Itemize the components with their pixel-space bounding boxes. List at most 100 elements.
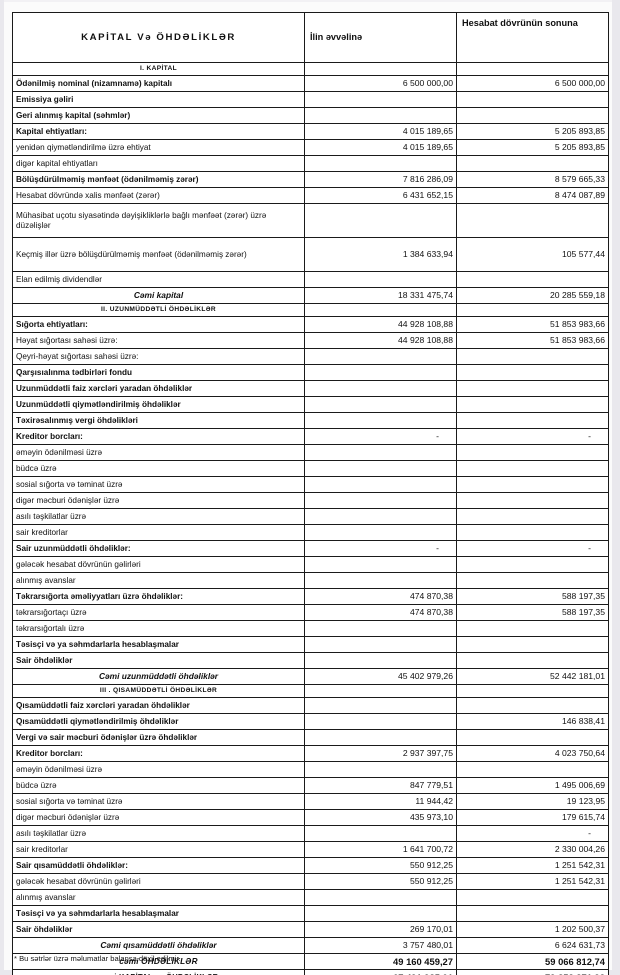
cell-year-begin bbox=[304, 620, 457, 637]
cell-year-begin bbox=[304, 636, 457, 653]
cell-year-begin: 18 331 475,74 bbox=[304, 287, 457, 304]
cell-year-begin: 67 491 935,01 bbox=[304, 969, 457, 975]
row-label: yenidən qiymətləndirilmə üzrə ehtiyat bbox=[12, 139, 305, 156]
row-label: sosial sığorta və təminat üzrə bbox=[12, 793, 305, 810]
cell-period-end: 1 251 542,31 bbox=[456, 873, 609, 890]
row-label: digər kapital ehtiyatları bbox=[12, 155, 305, 172]
cell-period-end bbox=[456, 107, 609, 124]
cell-period-end: 2 330 004,26 bbox=[456, 841, 609, 858]
cell-year-begin: - bbox=[304, 428, 457, 445]
row-label: büdcə üzrə bbox=[12, 460, 305, 477]
cell-year-begin: 44 928 108,88 bbox=[304, 316, 457, 333]
table-row: Sair öhdəliklər 269 170,01 1 202 500,37 bbox=[12, 921, 609, 938]
cell-year-begin: 847 779,51 bbox=[304, 777, 457, 794]
row-label: Cəmi uzunmüddətli öhdəliklər bbox=[12, 668, 305, 685]
cell-year-begin: 4 015 189,65 bbox=[304, 123, 457, 140]
table-row: əməyin ödənilməsi üzrə bbox=[12, 444, 609, 461]
table-row: Keçmiş illər üzrə bölüşdürülməmiş mənfəə… bbox=[12, 237, 609, 272]
cell-period-end bbox=[456, 62, 609, 76]
cell-period-end: 105 577,44 bbox=[456, 237, 609, 272]
row-label: asılı təşkilatlar üzrə bbox=[12, 508, 305, 525]
cell-period-end: 179 615,74 bbox=[456, 809, 609, 826]
table-row: əməyin ödənilməsi üzrə bbox=[12, 761, 609, 778]
cell-period-end bbox=[456, 380, 609, 397]
cell-year-begin bbox=[304, 729, 457, 746]
cell-period-end: 1 202 500,37 bbox=[456, 921, 609, 938]
cell-year-begin bbox=[304, 271, 457, 288]
row-label: Emissiya gəliri bbox=[12, 91, 305, 108]
row-label: sosial sığorta və təminat üzrə bbox=[12, 476, 305, 493]
cell-year-begin bbox=[304, 396, 457, 413]
cell-period-end bbox=[456, 492, 609, 509]
cell-period-end bbox=[456, 729, 609, 746]
table-row: Təsisçi və ya səhmdarlarla hesablaşmalar bbox=[12, 636, 609, 653]
table-row: Hesabat dövründə xalis mənfəət (zərər) 6 … bbox=[12, 187, 609, 204]
row-label: digər məcburi ödənişlər üzrə bbox=[12, 492, 305, 509]
table-row: yenidən qiymətləndirilmə üzrə ehtiyat 4 0… bbox=[12, 139, 609, 156]
row-label: əməyin ödənilməsi üzrə bbox=[12, 444, 305, 461]
row-label: cəmi ÖHDƏLİKLƏR bbox=[12, 953, 305, 970]
cell-year-begin: 435 973,10 bbox=[304, 809, 457, 826]
cell-period-end bbox=[456, 412, 609, 429]
cell-year-begin: 44 928 108,88 bbox=[304, 332, 457, 349]
section-header-row: I. KAPİTAL bbox=[12, 62, 609, 76]
table-row: Təkrarsığorta əməliyyatları üzrə öhdəlik… bbox=[12, 588, 609, 605]
cell-year-begin bbox=[304, 348, 457, 365]
table-row: Cəmi uzunmüddətli öhdəliklər 45 402 979,2… bbox=[12, 668, 609, 685]
cell-year-begin bbox=[304, 380, 457, 397]
cell-year-begin bbox=[304, 107, 457, 124]
cell-year-begin: 45 402 979,26 bbox=[304, 668, 457, 685]
cell-period-end: 1 251 542,31 bbox=[456, 857, 609, 874]
table-row: Elan edilmiş dividendlər bbox=[12, 271, 609, 288]
cell-period-end: - bbox=[456, 428, 609, 445]
table-header: KAPİTAL Və ÖHDƏLİKLƏR İlin əvvəlinə Hesa… bbox=[12, 12, 609, 63]
table-row: Cəmi kapital 18 331 475,74 20 285 559,18 bbox=[12, 287, 609, 304]
table-row: Qeyri-həyat sığortası sahəsi üzrə: bbox=[12, 348, 609, 365]
row-label: təkrarsığortalı üzrə bbox=[12, 620, 305, 637]
cell-year-begin: 3 757 480,01 bbox=[304, 937, 457, 954]
cell-year-begin bbox=[304, 62, 457, 76]
cell-year-begin bbox=[304, 556, 457, 573]
cell-period-end bbox=[456, 572, 609, 589]
row-label: təkrarsığortaçı üzrə bbox=[12, 604, 305, 621]
table-row: Sığorta ehtiyatları: 44 928 108,88 51 853 … bbox=[12, 316, 609, 333]
cell-year-begin: 7 816 286,09 bbox=[304, 171, 457, 188]
row-label: Qeyri-həyat sığortası sahəsi üzrə: bbox=[12, 348, 305, 365]
cell-period-end: 19 123,95 bbox=[456, 793, 609, 810]
table-row: Həyat sığortası sahəsi üzrə: 44 928 108,8… bbox=[12, 332, 609, 349]
row-label: Sair öhdəliklər bbox=[12, 652, 305, 669]
table-row: Qısamüddətli qiymətləndirilmiş öhdəliklə… bbox=[12, 713, 609, 730]
page-left-margin bbox=[0, 0, 4, 975]
row-label: Kapital ehtiyatları: bbox=[12, 123, 305, 140]
table-row: büdcə üzrə bbox=[12, 460, 609, 477]
table-row: digər məcburi ödənişlər üzrə bbox=[12, 492, 609, 509]
page-right-margin bbox=[612, 0, 620, 975]
cell-year-begin bbox=[304, 412, 457, 429]
cell-year-begin bbox=[304, 492, 457, 509]
row-label: Cəmi qısamüddətli öhdəliklər bbox=[12, 937, 305, 954]
cell-year-begin bbox=[304, 697, 457, 714]
cell-year-begin: 1 641 700,72 bbox=[304, 841, 457, 858]
cell-period-end bbox=[456, 889, 609, 906]
row-label: III . QISAMÜDDƏTLİ ÖHDƏLİKLƏR bbox=[12, 684, 305, 698]
table-row: Sair uzunmüddətli öhdəliklər: - - bbox=[12, 540, 609, 557]
row-label: Cəmi kapital bbox=[12, 287, 305, 304]
cell-period-end: 588 197,35 bbox=[456, 588, 609, 605]
cell-period-end: 51 853 983,66 bbox=[456, 332, 609, 349]
table-title: KAPİTAL Və ÖHDƏLİKLƏR bbox=[12, 12, 305, 63]
cell-period-end bbox=[456, 364, 609, 381]
table-row: Ödənilmiş nominal (nizamnamə) kapitalı 6 … bbox=[12, 75, 609, 92]
cell-period-end bbox=[456, 155, 609, 172]
cell-year-begin bbox=[304, 684, 457, 698]
row-label: Kreditor borcları: bbox=[12, 428, 305, 445]
row-label: Sığorta ehtiyatları: bbox=[12, 316, 305, 333]
row-label: Bölüşdürülməmiş mənfəət (ödənilməmiş zər… bbox=[12, 171, 305, 188]
table-row: Kreditor borcları: 2 937 397,75 4 023 750,… bbox=[12, 745, 609, 762]
cell-year-begin bbox=[304, 460, 457, 477]
table-row: Bölüşdürülməmiş mənfəət (ödənilməmiş zər… bbox=[12, 171, 609, 188]
table-row: Təsisçi və ya səhmdarlarla hesablaşmalar bbox=[12, 905, 609, 922]
cell-year-begin bbox=[304, 476, 457, 493]
column-header-year-begin: İlin əvvəlinə bbox=[304, 12, 457, 63]
section-header-row: III . QISAMÜDDƏTLİ ÖHDƏLİKLƏR bbox=[12, 684, 609, 698]
cell-year-begin: 474 870,38 bbox=[304, 588, 457, 605]
